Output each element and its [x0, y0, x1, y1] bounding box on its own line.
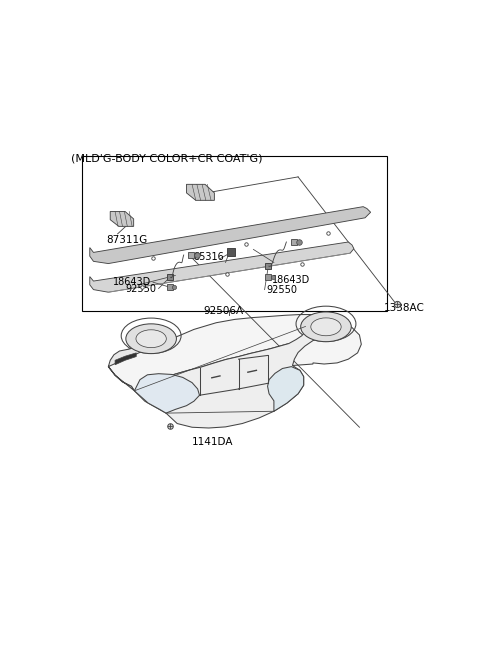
Polygon shape	[186, 184, 215, 200]
Polygon shape	[108, 314, 361, 391]
Polygon shape	[267, 367, 304, 411]
Polygon shape	[134, 374, 200, 413]
Text: 87311G: 87311G	[107, 235, 148, 245]
Ellipse shape	[300, 312, 351, 342]
Bar	[83, 156, 387, 311]
Text: 92506A: 92506A	[204, 306, 244, 316]
Polygon shape	[110, 211, 133, 226]
Text: 18643D: 18643D	[272, 275, 310, 285]
Text: (MLD'G-BODY COLOR+CR COAT'G): (MLD'G-BODY COLOR+CR COAT'G)	[71, 154, 263, 163]
Text: 1141DA: 1141DA	[192, 437, 234, 447]
Text: 92550: 92550	[126, 283, 156, 293]
Ellipse shape	[311, 318, 341, 336]
Polygon shape	[90, 207, 371, 264]
Polygon shape	[90, 242, 354, 292]
Polygon shape	[134, 327, 328, 428]
Ellipse shape	[136, 330, 166, 348]
Text: 1338AC: 1338AC	[384, 302, 424, 313]
Ellipse shape	[126, 324, 177, 354]
Polygon shape	[108, 340, 166, 391]
Text: 92550: 92550	[266, 285, 298, 295]
Text: 18643D: 18643D	[113, 277, 151, 287]
Text: 85316: 85316	[193, 253, 224, 262]
Polygon shape	[115, 353, 136, 365]
